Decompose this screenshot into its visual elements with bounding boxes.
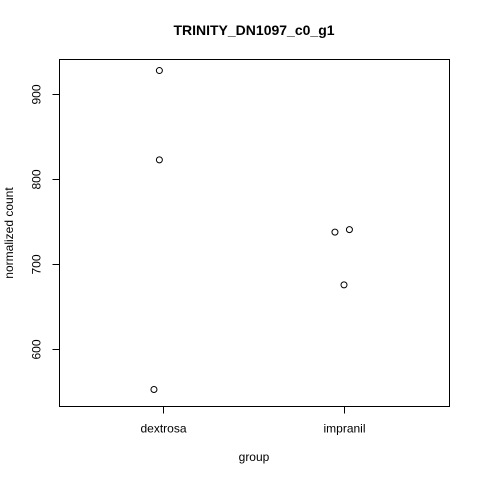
y-tick-label: 800 xyxy=(30,169,44,189)
data-point xyxy=(340,281,348,289)
y-axis-label: normalized count xyxy=(2,187,16,279)
y-tick-label: 700 xyxy=(30,254,44,274)
x-axis-label: group xyxy=(239,450,270,464)
y-tick-label: 600 xyxy=(30,339,44,359)
data-point xyxy=(345,226,353,234)
chart-title: TRINITY_DN1097_c0_g1 xyxy=(173,22,334,38)
y-tick-label: 900 xyxy=(30,84,44,104)
x-axis: dextrosa impranil xyxy=(140,406,366,436)
plot-frame xyxy=(59,59,450,407)
data-point xyxy=(331,228,339,236)
data-point xyxy=(155,67,163,75)
y-axis: 600 700 800 900 xyxy=(30,84,60,360)
data-points xyxy=(150,67,353,393)
x-tick-label: impranil xyxy=(323,422,365,436)
data-point xyxy=(150,385,158,393)
data-point xyxy=(155,156,163,164)
x-tick-label: dextrosa xyxy=(140,422,186,436)
